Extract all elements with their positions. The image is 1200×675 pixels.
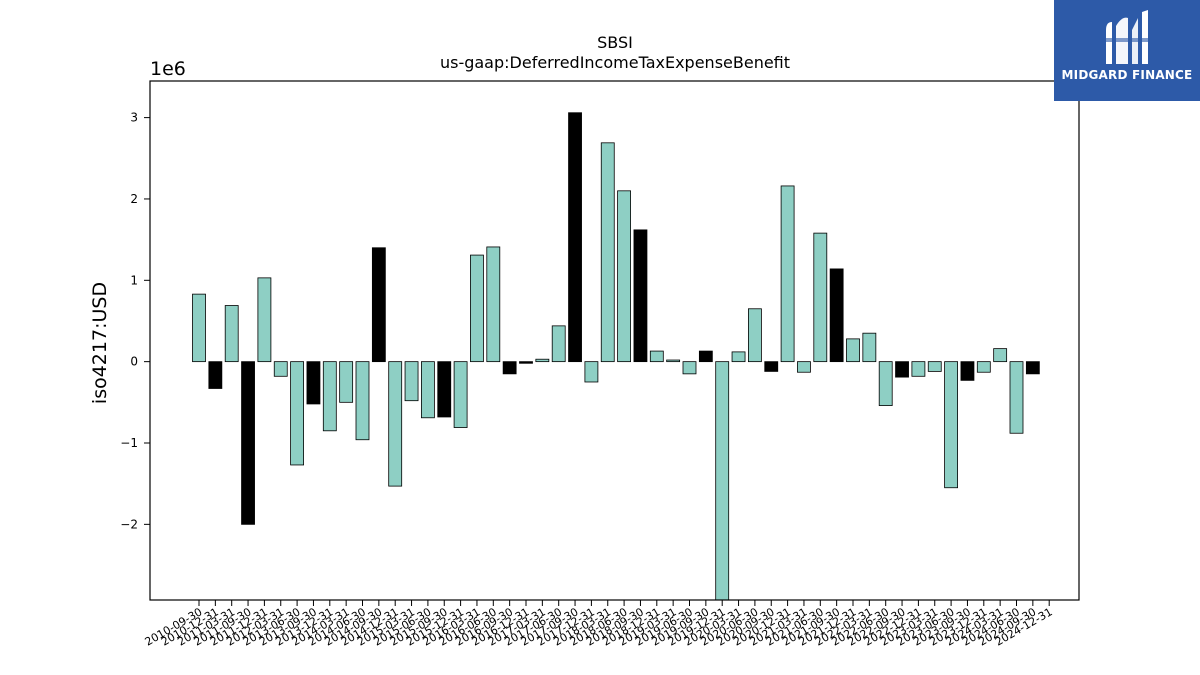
bar [633, 229, 648, 363]
bar [911, 361, 926, 377]
chart-subtitle: us-gaap:DeferredIncomeTaxExpenseBenefit [440, 53, 790, 72]
bar [192, 293, 206, 363]
bar [208, 361, 223, 389]
bar [371, 247, 386, 363]
bar [551, 325, 566, 363]
bar [339, 361, 354, 403]
bars-layer [192, 112, 1040, 601]
bar [502, 361, 517, 375]
bar [976, 361, 991, 373]
plot-frame [149, 80, 1080, 601]
bar [420, 361, 435, 419]
bar [273, 361, 288, 377]
bar [322, 361, 337, 432]
y-tick-label: 1 [130, 273, 138, 287]
bar [895, 361, 909, 378]
bar [748, 308, 762, 363]
bar [797, 361, 811, 373]
bar [846, 338, 860, 363]
bar [224, 305, 239, 363]
bar [666, 359, 681, 363]
bar [715, 361, 730, 601]
bar [862, 332, 877, 363]
bar [764, 361, 779, 372]
y-tick-label: 3 [130, 111, 138, 125]
y-ticks: −2 −1 0 1 2 3 [120, 111, 150, 531]
y-tick-label: 2 [130, 192, 138, 206]
bar [649, 350, 664, 363]
bar [241, 361, 255, 525]
bar [453, 361, 468, 428]
brand-logo: MIDGARD FINANCE [1054, 0, 1200, 101]
bar [960, 361, 975, 381]
y-tick-label: −1 [120, 436, 138, 450]
bar [437, 361, 452, 418]
y-tick-label: −2 [120, 517, 138, 531]
brand-name: MIDGARD FINANCE [1061, 68, 1193, 82]
bar [486, 246, 501, 363]
bar [306, 361, 321, 405]
bar [617, 190, 631, 363]
bar [780, 185, 795, 363]
bar [829, 268, 844, 363]
bar [731, 351, 746, 363]
bar [1009, 361, 1024, 434]
bar [584, 361, 599, 383]
bar [682, 361, 697, 375]
chart-title: SBSI [597, 33, 633, 52]
bar [1025, 361, 1040, 375]
bar [290, 361, 305, 466]
y-axis-label: iso4217:USD [89, 282, 111, 404]
bar [600, 142, 615, 363]
bar [813, 232, 828, 363]
bar [568, 112, 582, 363]
logo-mark-icon [1104, 10, 1150, 64]
bar [519, 361, 533, 364]
bar [470, 254, 484, 363]
bar [535, 358, 550, 363]
bar [355, 361, 370, 441]
bar [257, 277, 272, 363]
y-tick-label: 0 [130, 355, 138, 369]
bar [698, 350, 713, 363]
bar [927, 361, 942, 372]
y-scale-label: 1e6 [150, 58, 186, 80]
bar [944, 361, 958, 489]
x-ticks: 2010-09-302010-12-312011-03-312011-09-30… [143, 600, 1055, 649]
bar [388, 361, 403, 487]
bar [993, 348, 1008, 363]
bar [878, 361, 893, 406]
bar [404, 361, 419, 402]
